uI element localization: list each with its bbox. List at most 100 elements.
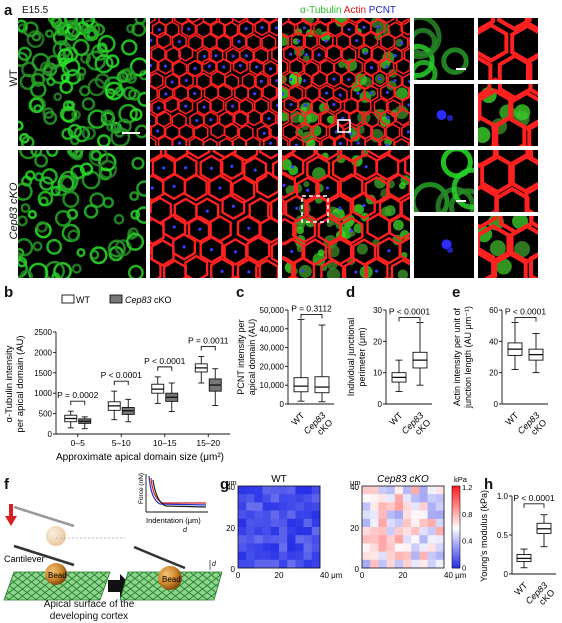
g-cell-cko bbox=[387, 511, 396, 519]
g-cell-wt bbox=[238, 494, 247, 503]
g-cell-wt bbox=[263, 535, 272, 544]
g-cell-cko bbox=[362, 511, 371, 519]
g-cell-cko bbox=[370, 552, 379, 561]
panel-a-letter: a bbox=[4, 2, 12, 19]
wt-zoom-pcnt-image bbox=[414, 84, 474, 146]
g-cell-wt bbox=[254, 519, 263, 528]
g-cell-cko bbox=[428, 527, 437, 536]
e-group-label: WT bbox=[503, 410, 520, 427]
g-cell-wt bbox=[312, 494, 321, 503]
g-cell-wt bbox=[254, 511, 263, 519]
g-cell-cko bbox=[436, 543, 445, 552]
g-cell-wt bbox=[287, 535, 296, 544]
force-axis-label: Force (nN) bbox=[138, 473, 145, 504]
afm-schematic: Cantilever Bead Bead d Force (nN) Indent… bbox=[0, 470, 222, 619]
g-cell-cko bbox=[436, 527, 445, 536]
g-cell-cko bbox=[362, 502, 371, 511]
cko-zoom-tubulin-image bbox=[414, 150, 474, 212]
g-cell-cko bbox=[362, 519, 371, 528]
g-cell-wt bbox=[312, 519, 321, 528]
g-cell-wt bbox=[279, 519, 288, 528]
g-cell-wt bbox=[279, 502, 288, 511]
b-xlabel: Approximate apical domain size (μm²) bbox=[56, 452, 224, 463]
wt-tubulin-image bbox=[18, 18, 146, 146]
g-cell-wt bbox=[312, 502, 321, 511]
b-legend-cko-swatch bbox=[110, 295, 122, 303]
g-cell-cko bbox=[403, 535, 412, 544]
g-cell-wt bbox=[295, 552, 304, 561]
g-cell-wt bbox=[287, 527, 296, 536]
g-cell-wt bbox=[246, 511, 255, 519]
g-cell-wt bbox=[263, 486, 272, 495]
indentation-axis-label: Indentation (μm) bbox=[146, 516, 201, 525]
b-box-cko bbox=[166, 383, 178, 412]
g-cell-wt bbox=[263, 527, 272, 536]
g-cell-cko bbox=[436, 511, 445, 519]
g-cell-wt bbox=[246, 552, 255, 561]
g-xtick-wt: 40 μm bbox=[320, 571, 343, 580]
g-cell-cko bbox=[378, 543, 387, 552]
b-box-wt bbox=[108, 391, 120, 420]
g-cell-wt bbox=[246, 527, 255, 536]
g-cell-wt bbox=[312, 486, 321, 495]
g-cell-cko bbox=[387, 560, 396, 569]
g-cell-cko bbox=[436, 486, 445, 495]
c-bracket bbox=[301, 314, 322, 318]
g-cell-cko bbox=[362, 527, 371, 536]
b-box-wt bbox=[195, 356, 207, 383]
h-ylabel: Young's modulus (kPa) bbox=[479, 490, 489, 582]
b-box-cko bbox=[79, 417, 91, 429]
g-cell-wt bbox=[271, 511, 280, 519]
channel-tubulin: α-Tubulin bbox=[300, 5, 342, 16]
g-cell-wt bbox=[304, 511, 313, 519]
g-cell-cko bbox=[403, 543, 412, 552]
g-cell-cko bbox=[362, 535, 371, 544]
b-2-pvalue: P < 0.0001 bbox=[144, 356, 185, 366]
g-cell-wt bbox=[246, 486, 255, 495]
c-box-1-body bbox=[315, 377, 329, 393]
g-cell-cko bbox=[419, 502, 428, 511]
b-ytick-label: 2500 bbox=[34, 328, 52, 337]
g-cell-cko bbox=[378, 502, 387, 511]
g-cell-cko bbox=[395, 486, 404, 495]
h-pvalue: P < 0.0001 bbox=[513, 493, 554, 503]
c-ytick-label: 30,000 bbox=[260, 344, 285, 353]
g-cell-cko bbox=[395, 535, 404, 544]
c-ytick-label: 40,000 bbox=[260, 325, 285, 334]
g-cell-wt bbox=[295, 511, 304, 519]
g-cell-cko bbox=[387, 552, 396, 561]
g-cell-cko bbox=[395, 511, 404, 519]
g-cell-cko bbox=[370, 527, 379, 536]
g-cell-wt bbox=[304, 543, 313, 552]
wt-zoom-merge-image bbox=[478, 84, 538, 146]
g-cell-wt bbox=[304, 560, 313, 569]
cko-zoom-pcnt-image bbox=[414, 216, 474, 278]
e-bracket bbox=[515, 318, 536, 322]
g-cell-cko bbox=[419, 552, 428, 561]
h-box-1 bbox=[537, 515, 551, 547]
g-cell-wt bbox=[279, 535, 288, 544]
b-3-bracket bbox=[201, 346, 215, 350]
g-title-cko: Cep83 cKO bbox=[377, 474, 429, 485]
channel-legend: α-Tubulin Actin PCNT bbox=[300, 5, 396, 16]
g-cell-cko bbox=[436, 502, 445, 511]
h-group-label: Cep83cKO bbox=[524, 580, 557, 613]
g-cell-wt bbox=[279, 527, 288, 536]
d-group-label: Cep83cKO bbox=[400, 410, 433, 443]
b-box-cko bbox=[209, 369, 221, 406]
e-ytick-label: 60 bbox=[489, 306, 498, 315]
g-cell-cko bbox=[370, 502, 379, 511]
wt-zoom-actin-image bbox=[478, 18, 538, 80]
g-cell-cko bbox=[370, 560, 379, 569]
b-1-bracket bbox=[114, 381, 128, 385]
cko-merge-image bbox=[282, 150, 410, 278]
g-cell-wt bbox=[238, 511, 247, 519]
g-cell-wt bbox=[295, 560, 304, 569]
scale-bar bbox=[456, 68, 466, 70]
g-cell-wt bbox=[254, 552, 263, 561]
g-cell-wt bbox=[254, 486, 263, 495]
g-cell-cko bbox=[411, 527, 420, 536]
g-cell-cko bbox=[411, 519, 420, 528]
d-ytick-label: 20 bbox=[373, 337, 382, 346]
